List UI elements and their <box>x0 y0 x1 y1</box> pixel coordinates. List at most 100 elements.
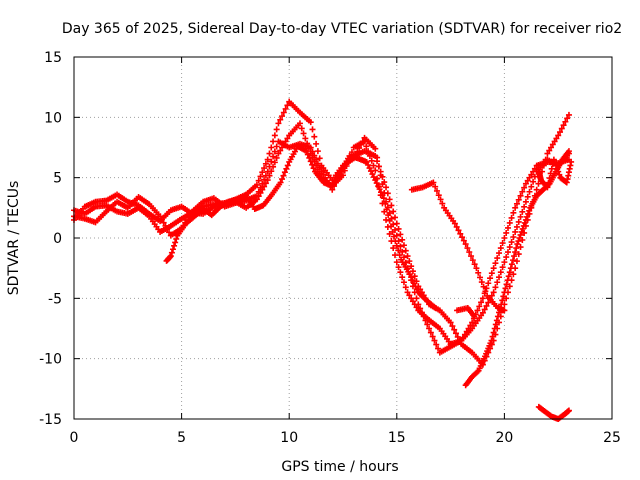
data-point <box>483 302 490 309</box>
data-point <box>433 341 440 348</box>
x-tick-label: 5 <box>177 430 186 446</box>
x-tick-label: 15 <box>388 430 406 446</box>
data-point <box>282 105 289 112</box>
data-point <box>372 177 379 184</box>
data-point <box>521 219 528 226</box>
data-point <box>553 135 560 142</box>
data-point <box>449 323 456 330</box>
data-point <box>370 174 377 181</box>
data-point <box>565 407 572 414</box>
data-point <box>523 213 530 220</box>
data-point <box>494 255 501 262</box>
data-point <box>499 297 506 304</box>
data-point <box>157 213 164 220</box>
x-tick-label: 25 <box>603 430 621 446</box>
data-point <box>476 303 483 310</box>
data-point <box>406 292 413 299</box>
data-point <box>467 322 474 329</box>
data-point <box>475 269 482 276</box>
data-point <box>435 345 442 352</box>
data-point <box>386 196 393 203</box>
data-point <box>306 154 313 161</box>
data-point <box>283 165 290 172</box>
data-point <box>488 337 495 344</box>
data-point <box>518 228 525 235</box>
data-point <box>311 133 318 140</box>
data-point <box>277 179 284 186</box>
data-point <box>268 144 275 151</box>
data-point <box>300 130 307 137</box>
data-point <box>542 156 549 163</box>
data-point <box>382 200 389 207</box>
y-tick-label: -5 <box>48 291 62 307</box>
data-point <box>564 115 571 122</box>
track-3 <box>71 111 572 368</box>
data-point <box>508 214 515 221</box>
chart-title: Day 365 of 2025, Sidereal Day-to-day VTE… <box>62 21 622 37</box>
data-point <box>284 135 291 142</box>
data-point <box>160 219 167 226</box>
data-point <box>284 162 291 169</box>
data-point <box>463 328 470 335</box>
data-point <box>408 274 415 281</box>
data-point <box>279 176 286 183</box>
data-point <box>508 261 515 268</box>
data-point <box>524 193 531 200</box>
data-point <box>568 158 575 165</box>
data-point <box>402 247 409 254</box>
data-point <box>372 145 379 152</box>
data-point <box>469 319 476 326</box>
data-point <box>565 148 572 155</box>
data-point <box>432 304 439 311</box>
data-point <box>504 277 511 284</box>
data-point <box>482 288 489 295</box>
data-point <box>496 274 503 281</box>
data-point <box>519 208 526 215</box>
data-point <box>478 299 485 306</box>
data-point <box>253 192 260 199</box>
data-point <box>503 229 510 236</box>
data-point <box>275 150 282 157</box>
data-point <box>309 161 316 168</box>
data-point <box>499 264 506 271</box>
data-point <box>318 168 325 175</box>
data-point <box>565 111 572 118</box>
data-point <box>303 148 310 155</box>
data-point <box>298 125 305 132</box>
data-point <box>501 259 508 266</box>
data-point <box>560 122 567 129</box>
data-point <box>487 275 494 282</box>
data-point <box>388 223 395 230</box>
data-point <box>481 306 488 313</box>
data-point <box>521 203 528 210</box>
data-point <box>510 209 517 216</box>
data-point <box>439 200 446 207</box>
data-point <box>512 228 519 235</box>
data-point <box>514 241 521 248</box>
data-point <box>400 242 407 249</box>
data-point <box>455 227 462 234</box>
data-point <box>385 212 392 219</box>
data-point <box>506 244 513 251</box>
x-tick-label: 10 <box>280 430 298 446</box>
data-point <box>501 235 508 241</box>
data-point <box>259 180 266 187</box>
data-point <box>374 158 381 165</box>
data-point <box>383 216 390 223</box>
data-point <box>424 321 431 328</box>
data-point <box>309 148 316 155</box>
data-point <box>489 333 496 340</box>
data-point <box>456 337 463 344</box>
data-point <box>388 202 395 209</box>
data-point <box>375 163 382 170</box>
data-point <box>550 156 557 163</box>
data-point <box>399 236 406 243</box>
data-point <box>525 210 532 217</box>
data-point <box>307 144 314 151</box>
data-point <box>427 329 434 336</box>
data-point <box>517 231 524 238</box>
data-point <box>302 135 309 142</box>
data-point <box>556 171 563 178</box>
data-point <box>457 230 464 237</box>
data-point <box>510 233 517 240</box>
